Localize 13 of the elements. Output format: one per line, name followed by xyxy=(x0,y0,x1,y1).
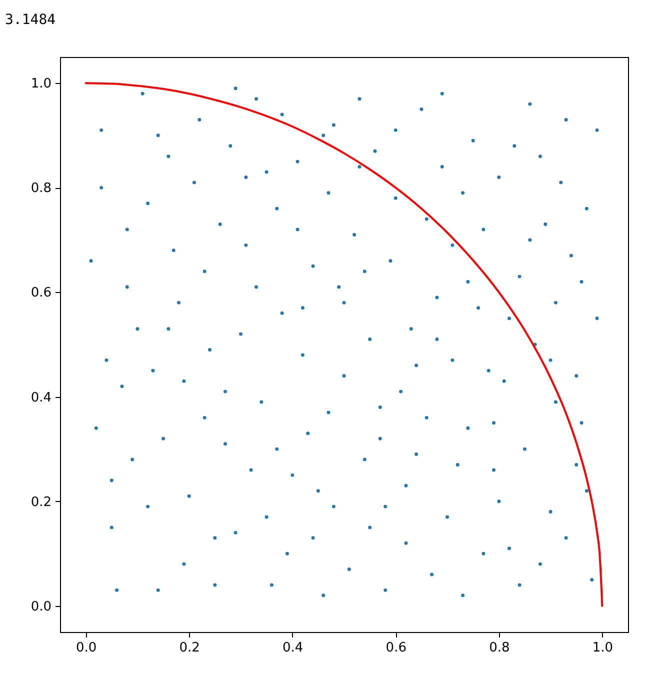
y-tick-label: 0.4 xyxy=(30,390,52,406)
y-tick-label: 0.6 xyxy=(30,286,52,301)
x-tick-label: 0.8 xyxy=(489,640,510,656)
x-tick-label: 0.2 xyxy=(179,640,200,656)
x-tick-label: 1.0 xyxy=(592,640,614,656)
x-tick-label: 0.4 xyxy=(282,640,304,656)
y-tick-label: 0.2 xyxy=(30,494,52,510)
y-tick-label: 1.0 xyxy=(30,76,52,92)
x-tick-label: 0.0 xyxy=(76,640,97,656)
chart-title: 3.1484 xyxy=(5,12,56,28)
y-tick-label: 0.0 xyxy=(30,599,52,614)
x-tick-label: 0.6 xyxy=(386,640,406,656)
y-tick-label: 0.8 xyxy=(30,181,52,196)
